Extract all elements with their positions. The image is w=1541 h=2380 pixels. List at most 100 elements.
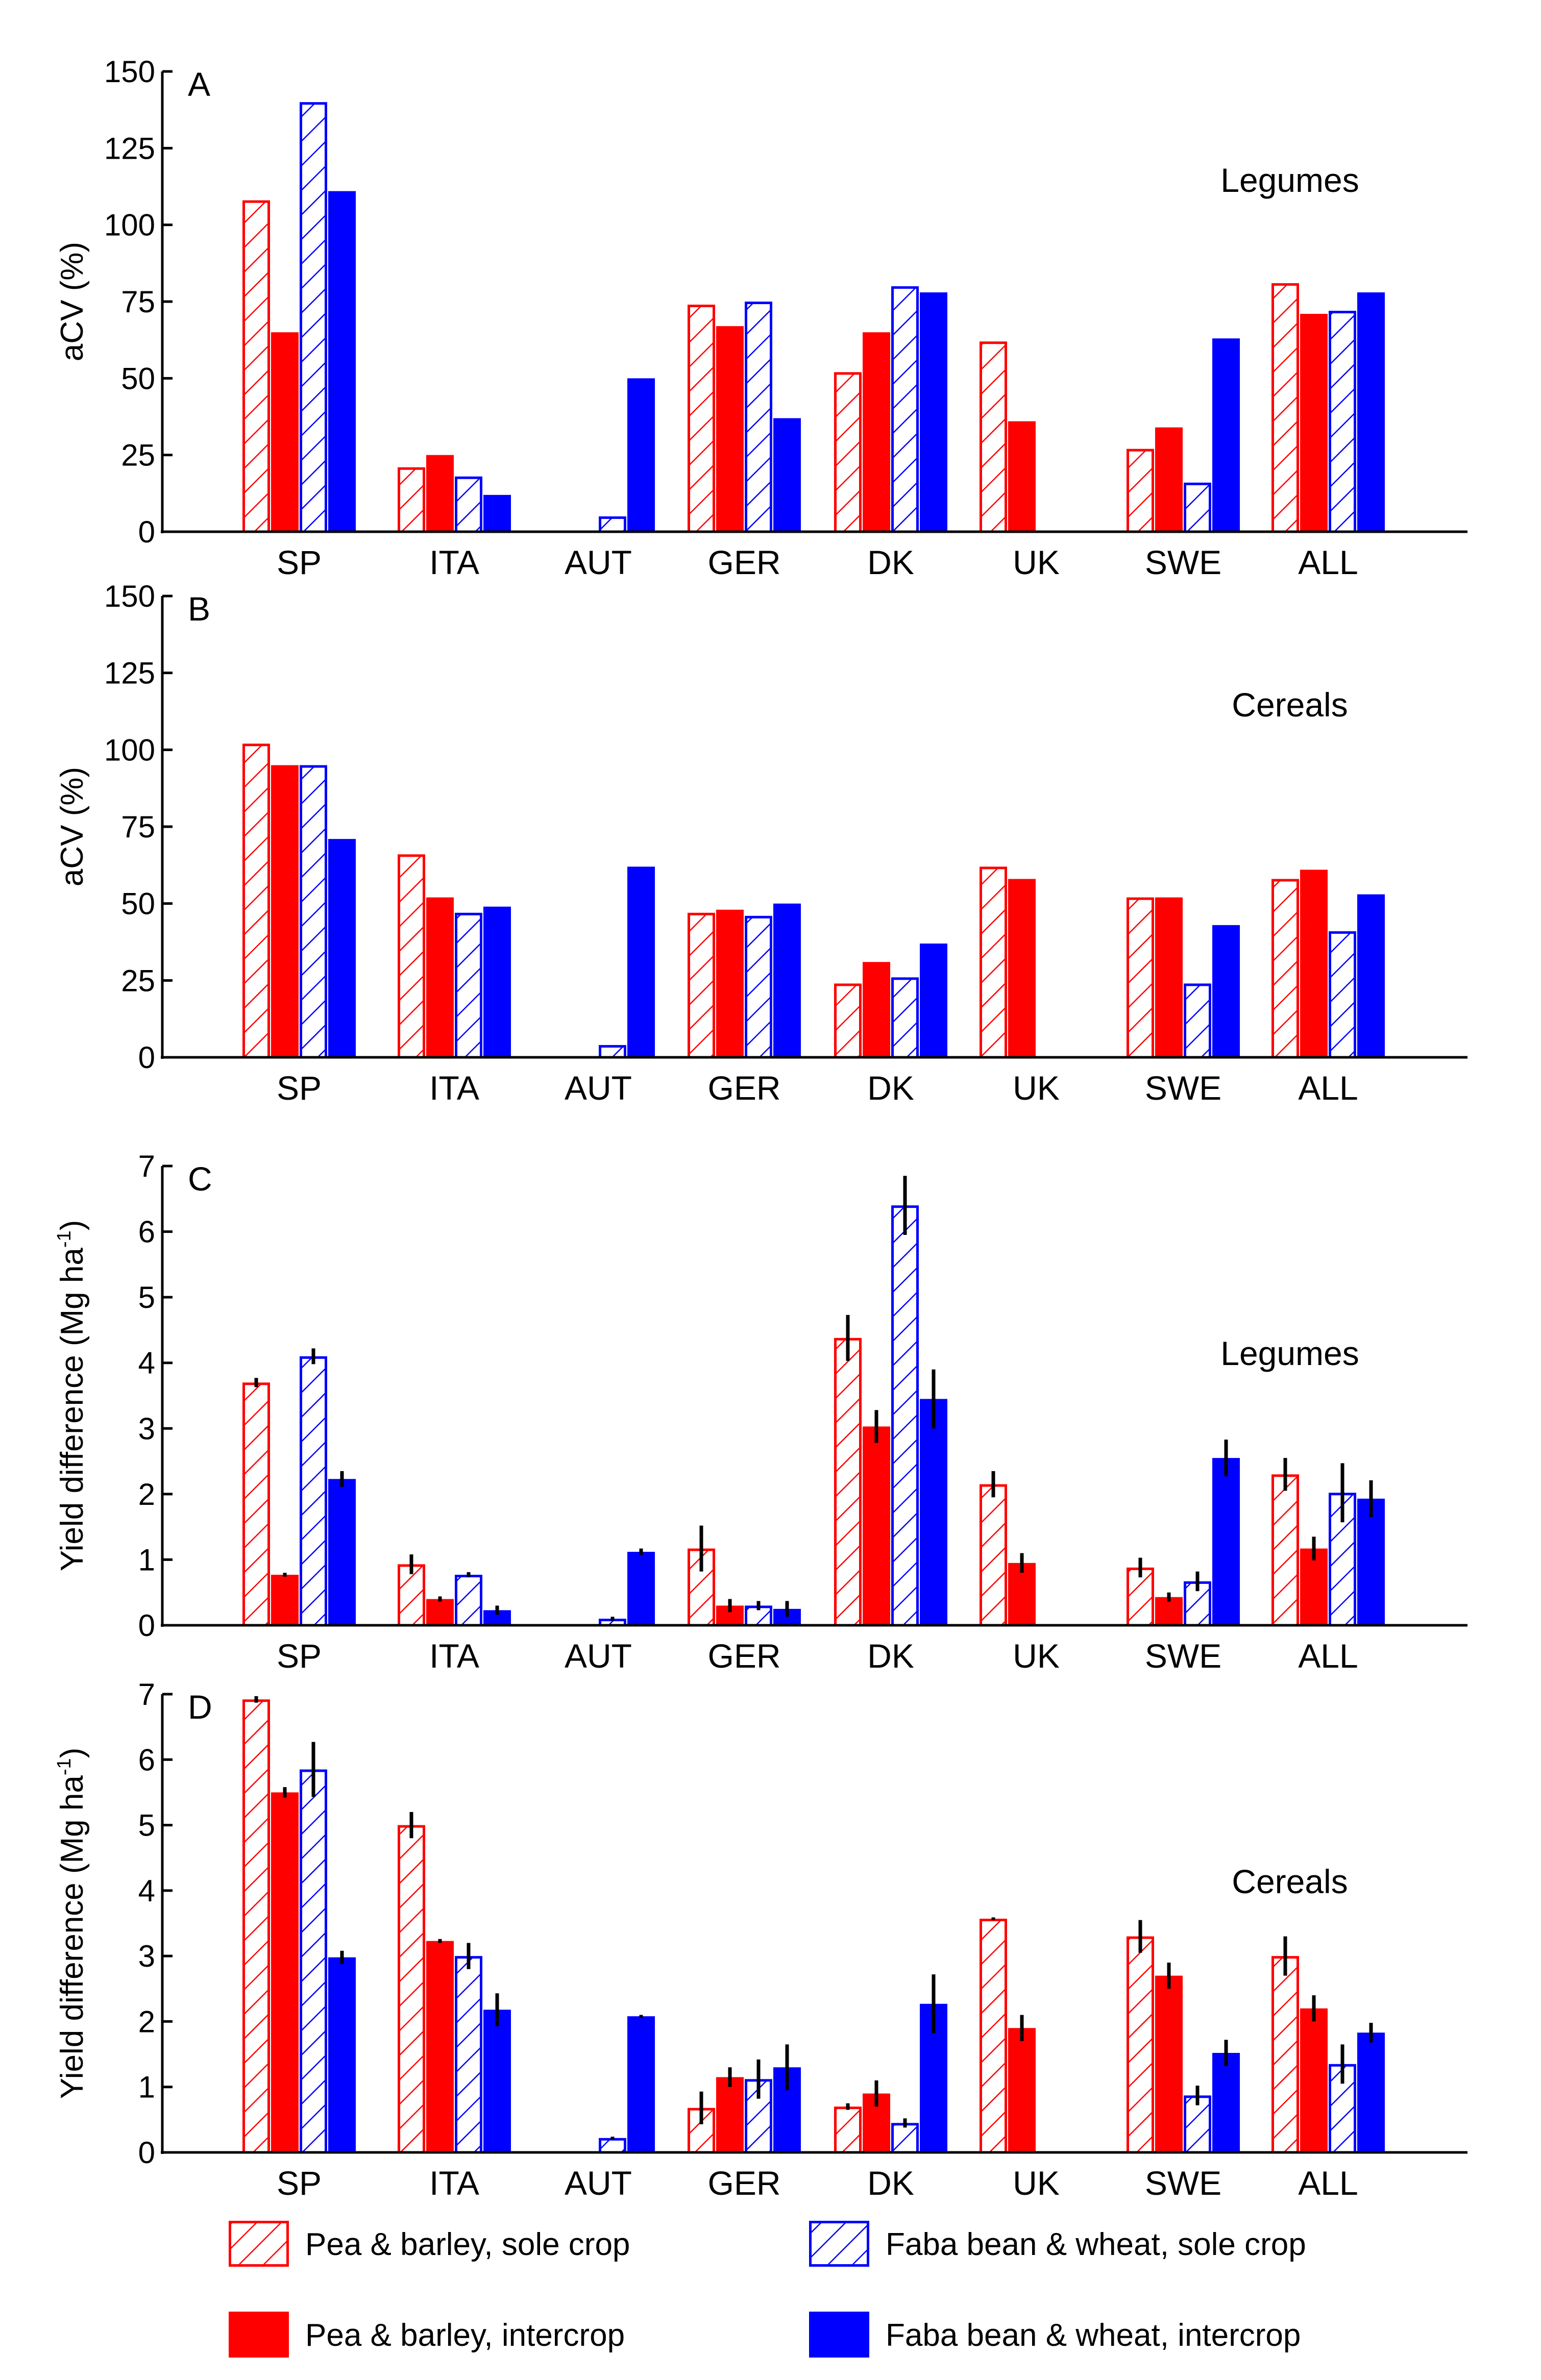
- bar: [300, 1769, 327, 2154]
- bar: [1212, 1458, 1240, 1625]
- legend-label: Faba bean & wheat, intercrop: [886, 2318, 1301, 2353]
- y-tick-label: 2: [138, 2004, 155, 2039]
- bar: [426, 455, 454, 532]
- legend-item-2: Pea & barley, intercrop: [229, 2312, 625, 2358]
- bar: [745, 302, 772, 533]
- y-tick-label: 5: [138, 1280, 155, 1315]
- bar: [300, 1356, 327, 1627]
- series-4: [328, 839, 1385, 1057]
- x-tick-label: ALL: [1298, 1069, 1358, 1107]
- series-3: [300, 102, 1356, 533]
- y-tick-label: 0: [138, 1040, 155, 1075]
- bar: [891, 977, 919, 1059]
- bar: [455, 1956, 482, 2154]
- y-axis-label: aCV (%): [55, 242, 90, 361]
- bar: [716, 326, 744, 532]
- bar: [1127, 449, 1154, 533]
- x-tick-label: ITA: [429, 1069, 479, 1107]
- bar: [599, 1045, 626, 1059]
- x-tick-label: GER: [707, 2164, 780, 2202]
- panel-annotation: Legumes: [1220, 161, 1359, 199]
- bar: [1329, 311, 1356, 533]
- bar: [426, 1599, 454, 1625]
- y-tick-label: 25: [121, 963, 155, 998]
- bar: [863, 1426, 890, 1625]
- bar: [242, 1699, 270, 2154]
- x-tick-label: AUT: [565, 1637, 632, 1675]
- bar: [455, 476, 482, 533]
- bar: [398, 1825, 425, 2154]
- y-tick-label: 6: [138, 1743, 155, 1777]
- y-tick-label: 0: [138, 515, 155, 549]
- y-tick-label: 0: [138, 2136, 155, 2170]
- series-3: [300, 1742, 1356, 2154]
- bar: [455, 912, 482, 1059]
- bar: [328, 839, 356, 1057]
- panel-annotation: Cereals: [1232, 1863, 1348, 1900]
- bar: [834, 372, 862, 533]
- bar: [300, 102, 327, 533]
- bar: [1127, 1936, 1154, 2154]
- bar: [980, 1919, 1007, 2154]
- bar: [1212, 925, 1240, 1057]
- bar: [773, 418, 801, 532]
- y-tick-label: 2: [138, 1477, 155, 1511]
- chart-panel-a: 0 25 50 75 100 125 150 SP ITA AUT GER DK UK SWE ALL A Le…: [55, 55, 1467, 581]
- x-tick-label: DK: [867, 2164, 914, 2202]
- x-tick-label: UK: [1013, 2164, 1060, 2202]
- chart-panel-c: 0 1 2 3 4 5 6 7 SP ITA AUT GER DK UK SWE ALL C Legumes Yie…: [54, 1149, 1467, 1675]
- x-tick-label: ALL: [1298, 2164, 1358, 2202]
- series-2: [271, 314, 1328, 532]
- series-4: [328, 191, 1385, 532]
- x-tick-label: DK: [867, 1637, 914, 1675]
- series-1: [242, 200, 1299, 533]
- y-tick-label: 100: [104, 733, 155, 767]
- bar: [1155, 1597, 1183, 1625]
- y-tick-label: 4: [138, 1346, 155, 1380]
- bar: [242, 743, 270, 1059]
- bar: [483, 906, 511, 1057]
- bar: [242, 1382, 270, 1627]
- legend-swatch: [809, 2221, 869, 2267]
- bar: [1184, 983, 1211, 1059]
- bar: [1184, 482, 1211, 533]
- y-tick-label: 50: [121, 887, 155, 921]
- y-tick-label: 6: [138, 1215, 155, 1249]
- bar: [1155, 1975, 1183, 2152]
- panel-letter: C: [188, 1160, 212, 1198]
- y-tick-label: 125: [104, 656, 155, 690]
- y-tick-label: 150: [104, 579, 155, 613]
- bar: [271, 332, 299, 532]
- chart-panel-b: 0 25 50 75 100 125 150 SP ITA AUT GER DK UK SWE ALL B Ce…: [55, 579, 1467, 1107]
- x-tick-label: DK: [867, 1069, 914, 1107]
- bar: [980, 1484, 1007, 1627]
- bar: [627, 378, 655, 532]
- bar: [599, 516, 626, 533]
- bar: [863, 332, 890, 532]
- y-tick-label: 1: [138, 1543, 155, 1577]
- x-tick-label: SP: [277, 2164, 322, 2202]
- bar: [1357, 894, 1385, 1057]
- y-tick-label: 3: [138, 1939, 155, 1973]
- chart-panel-d: 0 1 2 3 4 5 6 7 SP ITA AUT GER DK UK SWE ALL D Cereals Yie…: [54, 1677, 1467, 2202]
- y-tick-label: 7: [138, 1677, 155, 1712]
- bar: [271, 1792, 299, 2152]
- bar: [980, 866, 1007, 1059]
- x-tick-label: ITA: [429, 543, 479, 581]
- series-2: [271, 1787, 1328, 2152]
- bar: [834, 1337, 862, 1627]
- bar: [426, 1941, 454, 2152]
- y-axis-label: Yield difference (Mg ha-1): [54, 1748, 90, 2099]
- series-2: [271, 765, 1328, 1057]
- panel-letter: B: [188, 590, 210, 628]
- legend-item-1: Pea & barley, sole crop: [229, 2221, 630, 2267]
- bar: [1008, 421, 1036, 532]
- bar: [483, 494, 511, 532]
- y-tick-label: 3: [138, 1411, 155, 1446]
- bar: [1212, 2053, 1240, 2152]
- bar: [300, 765, 327, 1059]
- x-tick-label: UK: [1013, 543, 1060, 581]
- legend-label: Faba bean & wheat, sole crop: [886, 2227, 1306, 2262]
- bar: [398, 854, 425, 1059]
- bar: [688, 2108, 715, 2154]
